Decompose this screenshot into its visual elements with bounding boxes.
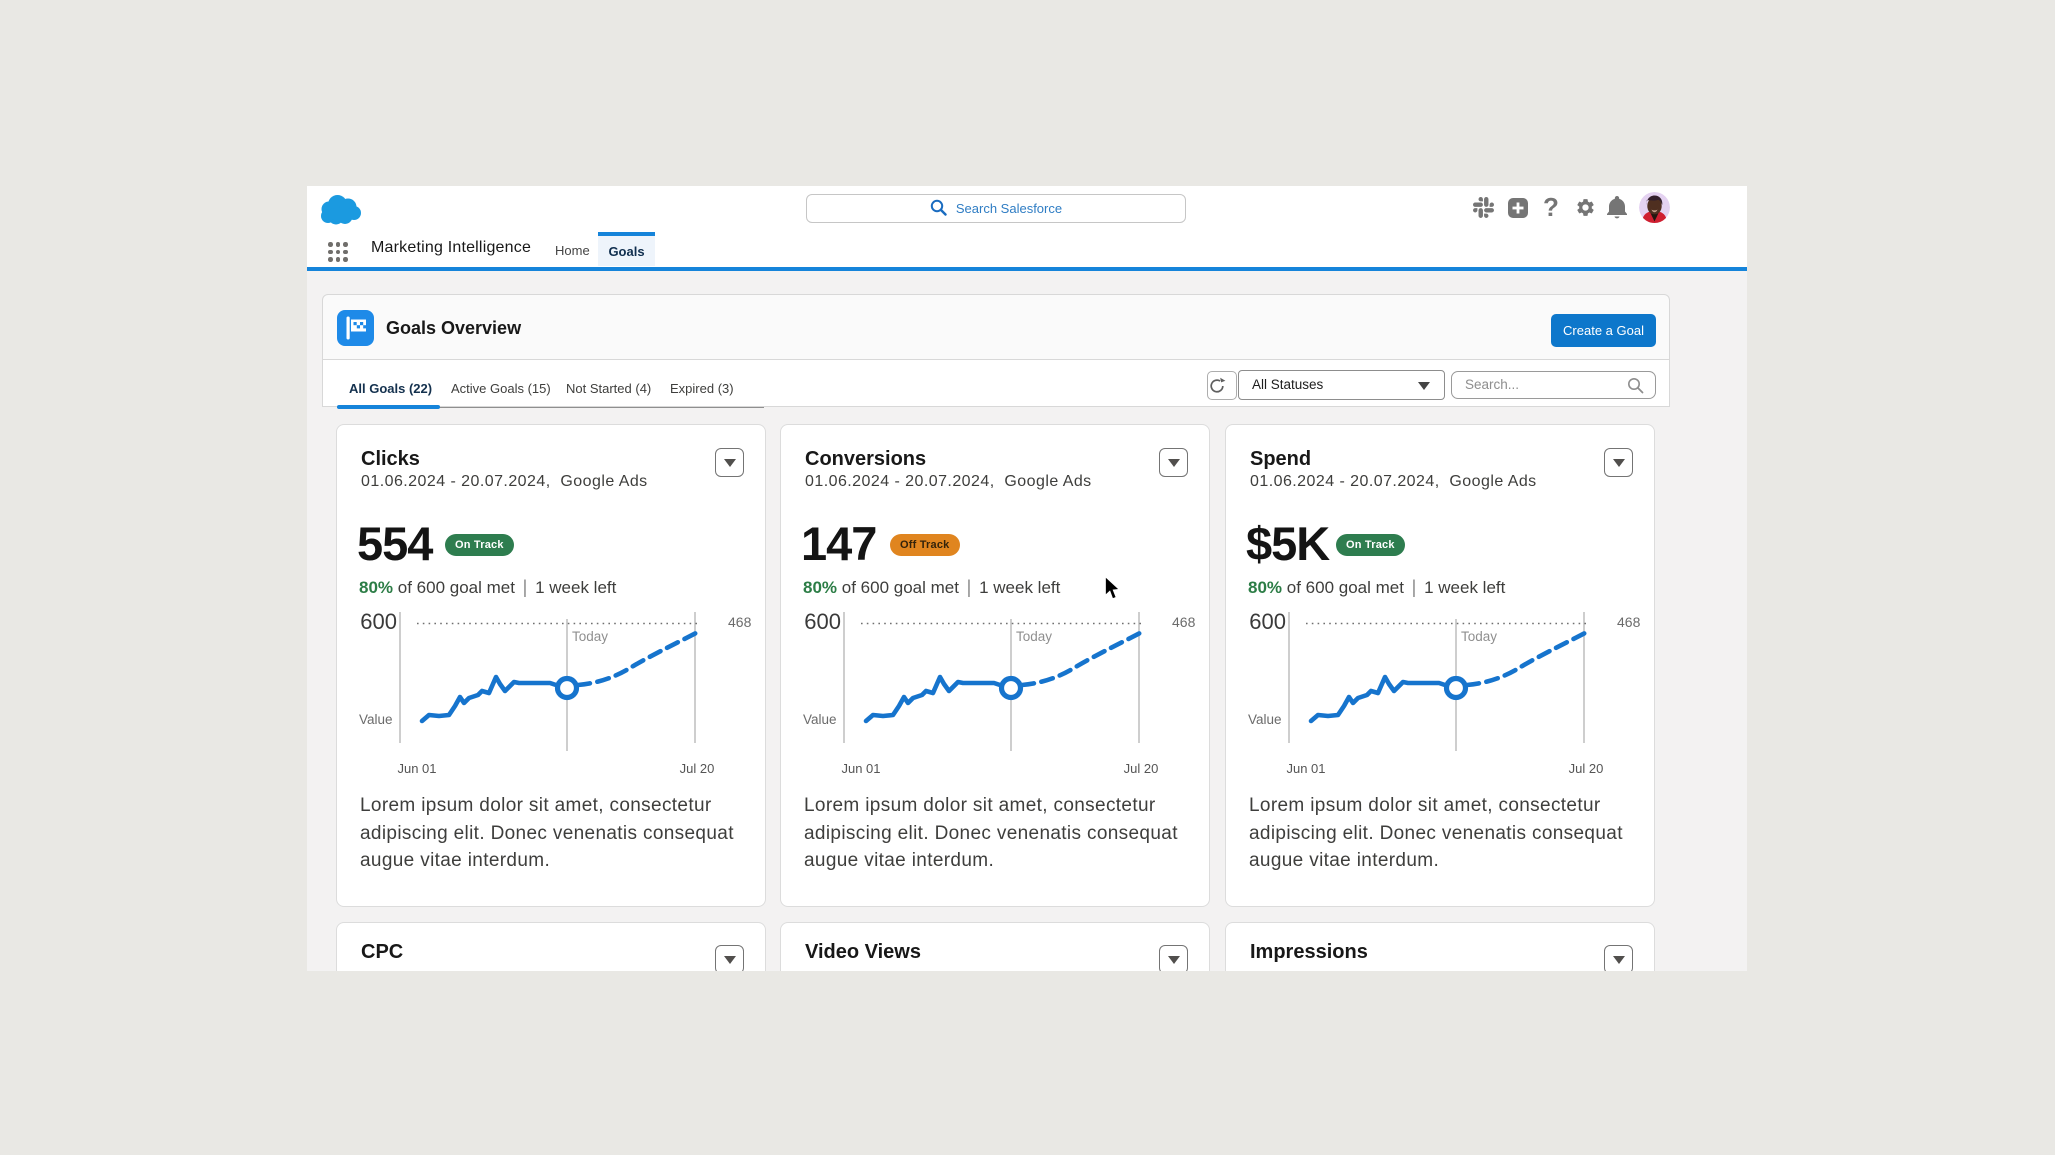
svg-text:Jun 01: Jun 01 [397,761,436,776]
svg-text:600: 600 [804,609,841,634]
svg-text:468: 468 [728,614,752,630]
svg-text:468: 468 [1172,614,1196,630]
svg-text:Jul 20: Jul 20 [1569,761,1604,776]
svg-text:Jun 01: Jun 01 [841,761,880,776]
svg-text:Today: Today [572,629,608,644]
svg-text:Jul 20: Jul 20 [680,761,715,776]
svg-text:600: 600 [360,609,397,634]
svg-text:468: 468 [1617,614,1641,630]
svg-text:Value: Value [359,712,393,727]
svg-text:Jul 20: Jul 20 [1124,761,1159,776]
svg-text:Today: Today [1016,629,1052,644]
svg-text:?: ? [1543,192,1559,222]
svg-text:Today: Today [1461,629,1497,644]
svg-text:Jun 01: Jun 01 [1286,761,1325,776]
svg-text:Value: Value [803,712,837,727]
svg-text:600: 600 [1249,609,1286,634]
svg-text:Value: Value [1248,712,1282,727]
